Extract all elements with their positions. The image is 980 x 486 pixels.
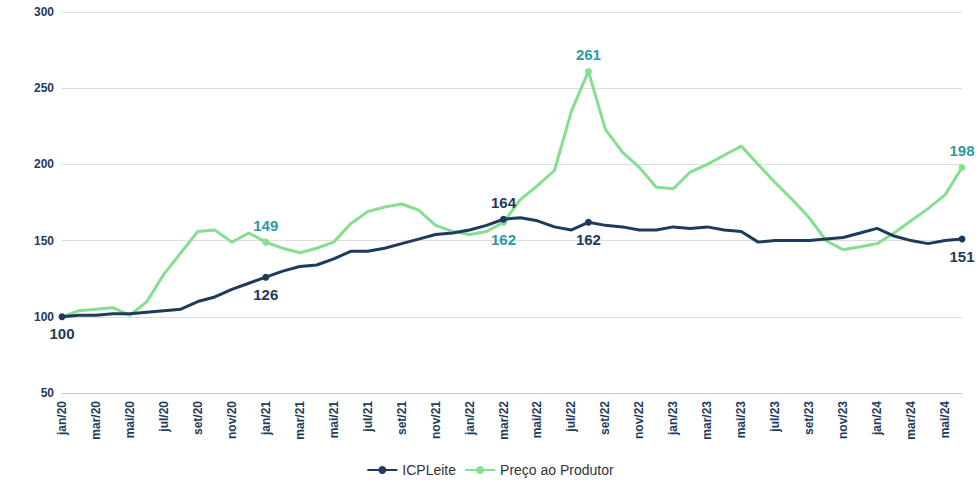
svg-text:mai/22: mai/22 bbox=[530, 401, 544, 439]
svg-text:nov/23: nov/23 bbox=[836, 401, 850, 439]
svg-text:50: 50 bbox=[41, 386, 55, 400]
svg-text:nov/22: nov/22 bbox=[632, 401, 646, 439]
svg-text:set/21: set/21 bbox=[395, 401, 409, 435]
svg-text:261: 261 bbox=[576, 46, 601, 63]
svg-text:100: 100 bbox=[34, 310, 54, 324]
svg-text:mar/21: mar/21 bbox=[293, 401, 307, 440]
svg-text:mai/24: mai/24 bbox=[938, 401, 952, 439]
svg-text:mar/24: mar/24 bbox=[904, 401, 918, 440]
svg-text:jan/20: jan/20 bbox=[55, 401, 69, 436]
svg-text:150: 150 bbox=[34, 234, 54, 248]
svg-text:164: 164 bbox=[491, 194, 517, 211]
svg-text:200: 200 bbox=[34, 157, 54, 171]
svg-text:300: 300 bbox=[34, 5, 54, 19]
svg-text:162: 162 bbox=[491, 231, 516, 248]
svg-text:198: 198 bbox=[949, 142, 974, 159]
svg-text:250: 250 bbox=[34, 81, 54, 95]
svg-text:126: 126 bbox=[253, 286, 278, 303]
svg-text:jul/21: jul/21 bbox=[361, 401, 375, 433]
svg-text:162: 162 bbox=[576, 231, 601, 248]
svg-text:jan/23: jan/23 bbox=[666, 401, 680, 436]
svg-text:jul/22: jul/22 bbox=[564, 401, 578, 433]
svg-text:mai/23: mai/23 bbox=[734, 401, 748, 439]
svg-text:Preço ao Produtor: Preço ao Produtor bbox=[500, 462, 614, 478]
svg-text:mar/20: mar/20 bbox=[89, 401, 103, 440]
svg-text:mar/22: mar/22 bbox=[497, 401, 511, 440]
svg-text:nov/20: nov/20 bbox=[225, 401, 239, 439]
svg-text:jul/23: jul/23 bbox=[768, 401, 782, 433]
svg-text:mar/23: mar/23 bbox=[700, 401, 714, 440]
svg-text:jul/20: jul/20 bbox=[157, 401, 171, 433]
svg-text:151: 151 bbox=[949, 248, 974, 265]
svg-text:set/20: set/20 bbox=[191, 401, 205, 435]
svg-text:jan/21: jan/21 bbox=[259, 401, 273, 436]
svg-text:ICPLeite: ICPLeite bbox=[402, 462, 456, 478]
svg-text:mai/20: mai/20 bbox=[123, 401, 137, 439]
svg-text:mai/21: mai/21 bbox=[327, 401, 341, 439]
svg-text:jan/24: jan/24 bbox=[870, 401, 884, 436]
svg-text:jan/22: jan/22 bbox=[463, 401, 477, 436]
svg-text:set/22: set/22 bbox=[598, 401, 612, 435]
svg-text:set/23: set/23 bbox=[802, 401, 816, 435]
svg-text:149: 149 bbox=[253, 217, 278, 234]
svg-text:100: 100 bbox=[49, 325, 74, 342]
svg-text:nov/21: nov/21 bbox=[429, 401, 443, 439]
